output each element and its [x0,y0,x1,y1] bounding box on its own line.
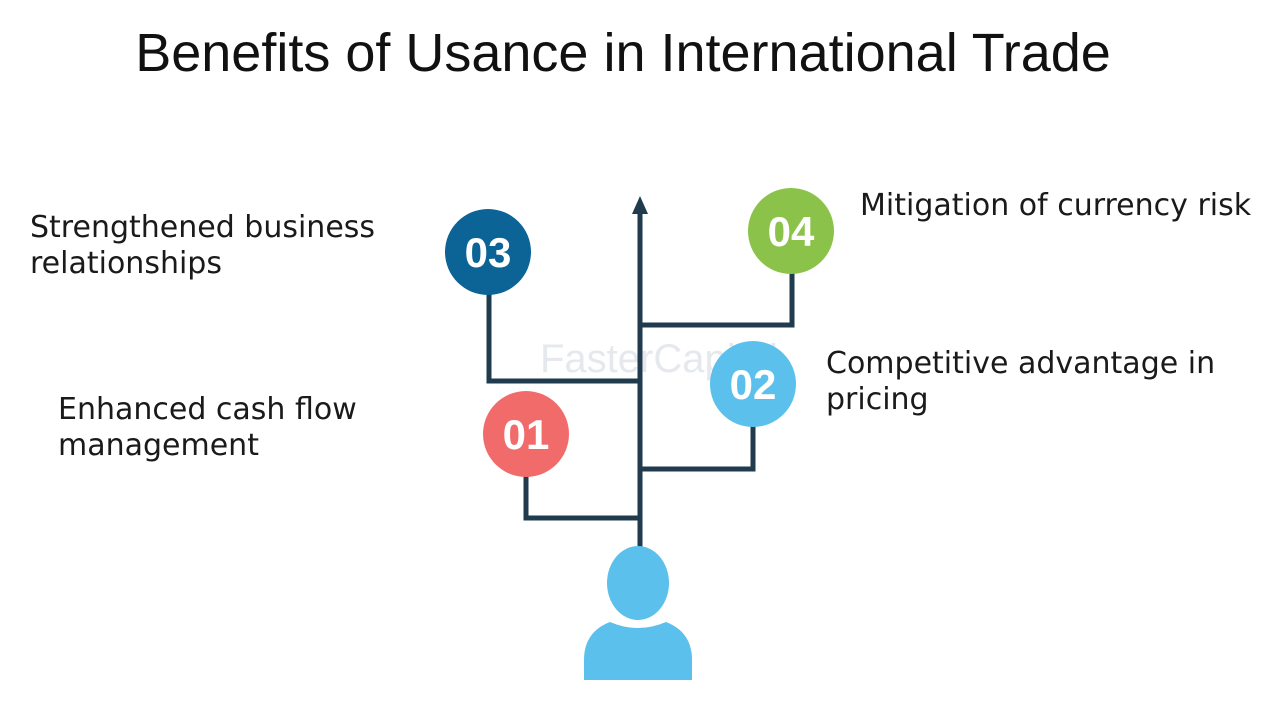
step-01-badge: 01 [483,391,569,477]
branch-line-02 [637,423,756,472]
step-02-label-line1: Competitive advantage in [826,346,1216,381]
branch-line-03 [486,292,643,384]
step-03-label-line1: Strengthened business [30,210,376,245]
step-02-badge: 02 [710,341,796,427]
branch-line-04 [637,271,795,328]
connector-lines [486,209,795,551]
branch-line-01 [523,473,643,521]
step-01-label-line1: Enhanced cash flow [58,392,357,427]
step-01-label-line2: management [58,428,259,463]
step-02-label-line2: pricing [826,382,929,417]
person-head [607,546,669,620]
page-title: Benefits of Usance in International Trad… [135,23,1111,83]
arrow-up-icon [632,196,648,214]
step-03-label-line2: relationships [30,246,222,281]
step-03-badge: 03 [445,209,531,295]
person-body [584,622,692,680]
step-04-circle [748,188,834,274]
step-02-circle [710,341,796,427]
step-02-number: 02 [730,361,777,408]
step-04-label: Mitigation of currency risk [860,188,1252,223]
step-01-circle [483,391,569,477]
step-02-label: Competitive advantage in pricing [826,346,1215,418]
step-03-number: 03 [465,229,512,276]
step-04-badge: 04 [748,188,834,274]
step-03-circle [445,209,531,295]
step-04-number: 04 [768,208,815,255]
step-01-label: Enhanced cash flow management [58,392,357,464]
step-03-label: Strengthened business relationships [30,210,375,282]
step-01-number: 01 [503,411,550,458]
person-icon [584,546,692,680]
